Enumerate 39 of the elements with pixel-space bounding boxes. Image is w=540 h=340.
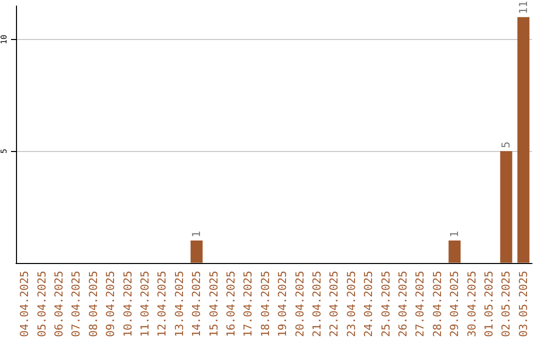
x-tick-label: 05.04.2025 bbox=[35, 270, 48, 338]
x-tick-label: 27.04.2025 bbox=[414, 270, 427, 338]
x-tick-label: 08.04.2025 bbox=[86, 270, 100, 338]
data-label: 11 bbox=[516, 0, 530, 14]
x-tick-label: 15.04.2025 bbox=[207, 270, 220, 338]
x-tick-label: 19.04.2025 bbox=[276, 270, 290, 338]
bar bbox=[448, 240, 461, 263]
data-label: 1 bbox=[448, 230, 462, 238]
x-tick-label: 18.04.2025 bbox=[258, 270, 272, 338]
x-tick-label: 06.04.2025 bbox=[52, 270, 66, 338]
x-tick-label: 16.04.2025 bbox=[224, 270, 238, 338]
x-tick-label: 22.04.2025 bbox=[328, 270, 341, 338]
x-tick-label: 07.04.2025 bbox=[70, 270, 83, 338]
data-label: 5 bbox=[500, 142, 513, 148]
x-tick-label: 13.04.2025 bbox=[172, 270, 186, 338]
x-tick-label: 03.05.2025 bbox=[516, 270, 530, 338]
x-tick-label: 12.04.2025 bbox=[156, 270, 169, 338]
bar bbox=[517, 17, 530, 263]
x-tick-label: 02.05.2025 bbox=[500, 270, 513, 338]
x-tick-label: 29.04.2025 bbox=[448, 270, 462, 338]
x-tick-label: 20.04.2025 bbox=[293, 270, 306, 338]
y-tick-label: 10 bbox=[0, 34, 8, 44]
x-tick-label: 28.04.2025 bbox=[430, 270, 444, 338]
bar bbox=[190, 240, 203, 263]
data-label: 1 bbox=[190, 230, 204, 238]
bar bbox=[500, 151, 512, 263]
x-tick-label: 04.04.2025 bbox=[18, 270, 32, 338]
x-tick-label: 26.04.2025 bbox=[396, 270, 410, 338]
x-tick-label: 01.05.2025 bbox=[482, 270, 496, 338]
x-tick-label: 10.04.2025 bbox=[121, 270, 134, 338]
x-tick-label: 30.04.2025 bbox=[465, 270, 478, 338]
x-tick-label: 17.04.2025 bbox=[242, 270, 255, 338]
x-tick-label: 24.04.2025 bbox=[362, 270, 376, 338]
x-tick-label: 21.04.2025 bbox=[310, 270, 324, 338]
x-tick-label: 09.04.2025 bbox=[104, 270, 118, 338]
x-tick-label: 23.04.2025 bbox=[344, 270, 358, 338]
x-tick-label: 14.04.2025 bbox=[190, 270, 204, 338]
x-tick-label: 25.04.2025 bbox=[379, 270, 392, 338]
x-tick-label: 11.04.2025 bbox=[138, 270, 152, 338]
